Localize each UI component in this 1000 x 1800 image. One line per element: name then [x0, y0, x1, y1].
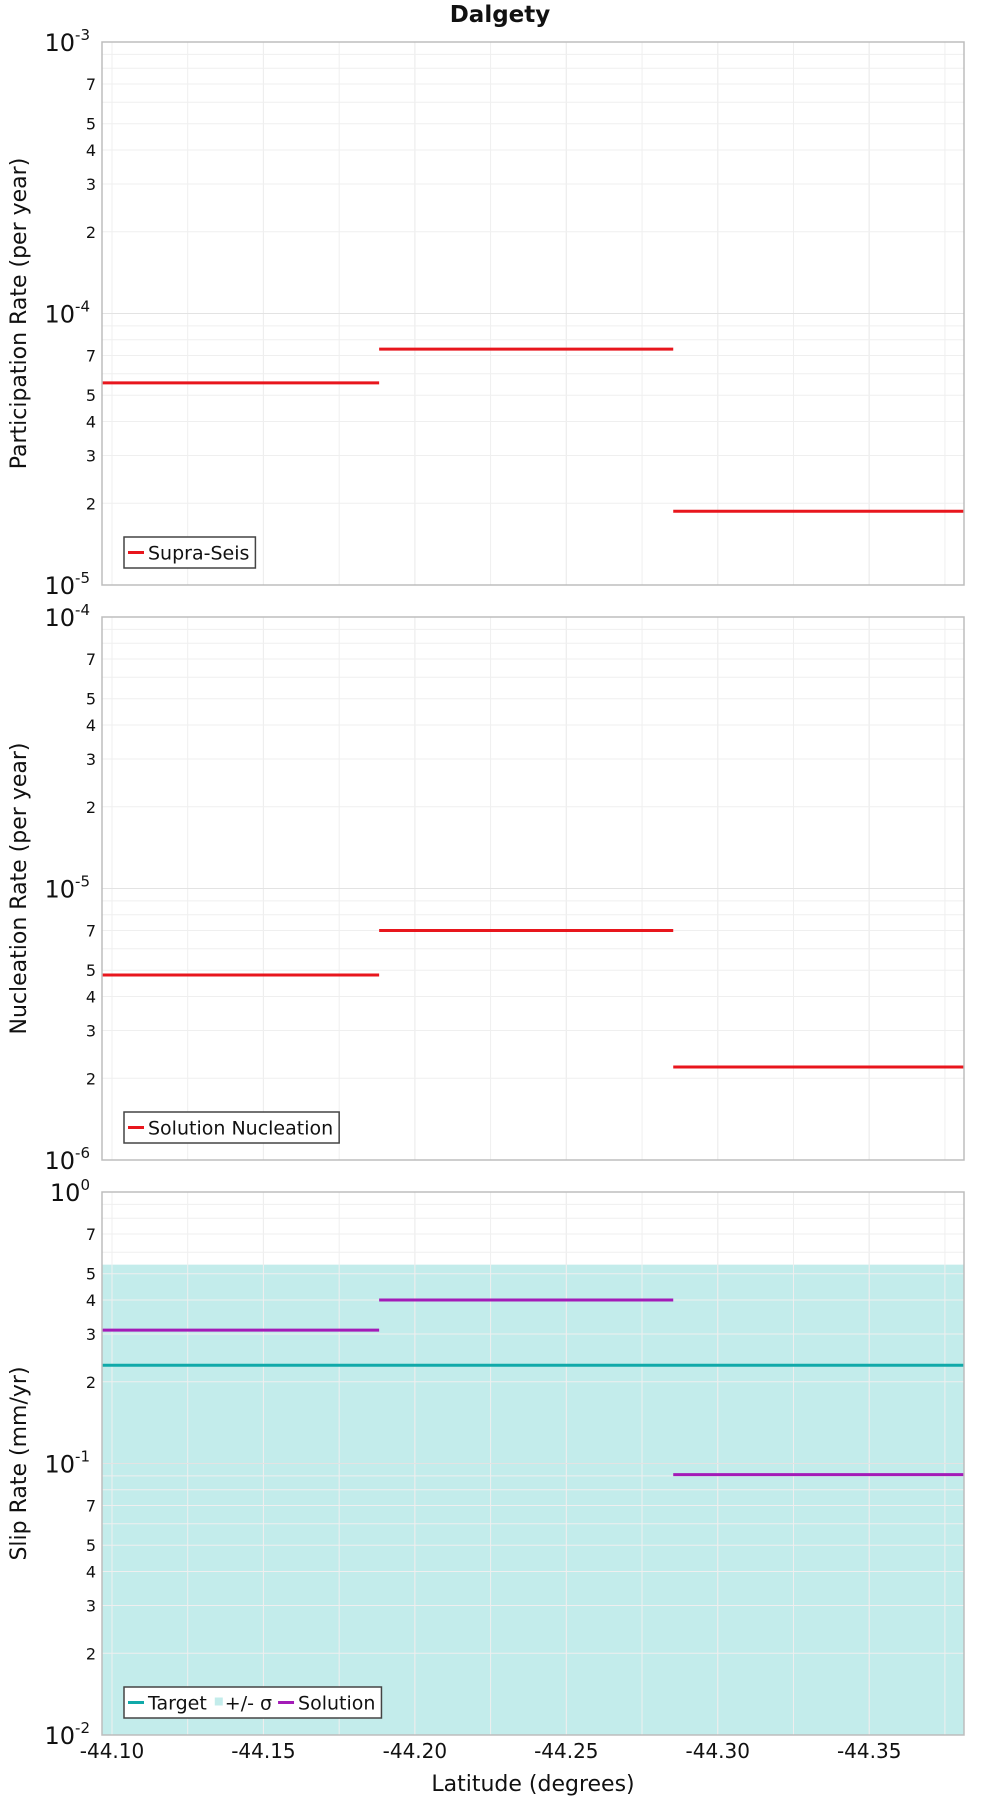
y-minor-tick-label: 3 — [86, 175, 96, 194]
y-minor-tick-label: 2 — [86, 1644, 96, 1663]
sigma-band — [102, 1264, 964, 1735]
x-tick-label: -44.10 — [80, 1739, 144, 1763]
y-minor-tick-label: 2 — [86, 1373, 96, 1392]
y-minor-tick-label: 7 — [86, 75, 96, 94]
y-axis-title: Slip Rate (mm/yr) — [7, 1366, 32, 1560]
legend: Target +/- σ Solution — [123, 1686, 383, 1719]
y-minor-tick-label: 4 — [86, 141, 96, 160]
y-minor-tick-label: 5 — [86, 690, 96, 709]
y-minor-tick-label: 4 — [86, 1563, 96, 1582]
chart-title: Dalgety — [450, 2, 551, 28]
plot-frame — [101, 41, 965, 586]
legend-box — [123, 1686, 383, 1719]
y-minor-tick-label: 5 — [86, 961, 96, 980]
y-minor-tick-label: 3 — [86, 750, 96, 769]
x-tick-label: -44.25 — [534, 1739, 598, 1763]
y-tick-label: 10-5 — [44, 873, 90, 904]
legend-box — [123, 1111, 340, 1144]
legend-swatch-band — [214, 1697, 223, 1706]
legend-label: Target — [147, 1693, 207, 1715]
legend: Supra-Seis — [123, 536, 257, 569]
x-axis-title: Latitude (degrees) — [431, 1772, 634, 1797]
chart-panel-3: 10-2 10-1 100 2 3 4 5 7 2 3 4 5 7 Slip Rate (mm/yr) Ta… — [7, 1176, 965, 1750]
y-minor-tick-label: 7 — [86, 347, 96, 366]
legend-label: +/- σ — [225, 1693, 272, 1715]
y-minor-tick-label: 5 — [86, 115, 96, 134]
y-minor-tick-label: 7 — [86, 922, 96, 941]
x-tick-label: -44.30 — [686, 1739, 750, 1763]
y-minor-tick-label: 4 — [86, 413, 96, 432]
y-minor-tick-label: 7 — [86, 1497, 96, 1516]
y-minor-tick-label: 2 — [86, 1069, 96, 1088]
y-axis-title: Nucleation Rate (per year) — [7, 743, 32, 1035]
x-tick-label: -44.35 — [837, 1739, 901, 1763]
y-tick-label: 10-2 — [44, 1719, 90, 1750]
plot-frame — [101, 1191, 965, 1736]
y-minor-tick-label: 4 — [86, 988, 96, 1007]
y-tick-label: 10-6 — [44, 1144, 90, 1175]
y-minor-tick-label: 7 — [86, 1225, 96, 1244]
y-minor-tick-label: 5 — [86, 386, 96, 405]
y-minor-tick-label: 2 — [86, 494, 96, 513]
y-minor-tick-label: 3 — [86, 1021, 96, 1040]
y-minor-tick-label: 2 — [86, 223, 96, 242]
legend-label: Solution Nucleation — [148, 1118, 333, 1140]
chart-panel-1: 10-5 10-4 10-3 2 3 4 5 7 2 3 4 5 7 Participation Rate… — [7, 26, 965, 600]
y-minor-tick-label: 3 — [86, 446, 96, 465]
x-axis: -44.10 -44.15 -44.20 -44.25 -44.30 -44.35 — [80, 1739, 902, 1763]
y-minor-tick-label: 7 — [86, 650, 96, 669]
y-minor-tick-label: 5 — [86, 1265, 96, 1284]
x-tick-label: -44.20 — [383, 1739, 447, 1763]
y-tick-label: 10-3 — [44, 26, 90, 57]
legend-label: Solution — [298, 1693, 375, 1715]
chart-panel-2: 10-6 10-5 10-4 2 3 4 5 7 2 3 4 5 7 Nucleation Rate (p… — [7, 601, 965, 1175]
y-minor-tick-label: 3 — [86, 1325, 96, 1344]
y-tick-label: 10-5 — [44, 569, 90, 600]
y-tick-label: 10-4 — [44, 298, 90, 329]
y-tick-label: 100 — [50, 1176, 90, 1207]
y-minor-tick-label: 4 — [86, 1291, 96, 1310]
y-axis-title: Participation Rate (per year) — [7, 158, 32, 470]
y-tick-label: 10-1 — [44, 1448, 90, 1479]
legend-label: Supra-Seis — [148, 543, 249, 565]
plot-frame — [101, 616, 965, 1161]
y-minor-tick-label: 5 — [86, 1536, 96, 1555]
y-minor-tick-label: 2 — [86, 798, 96, 817]
y-minor-tick-label: 4 — [86, 716, 96, 735]
legend-box — [123, 536, 257, 569]
legend: Solution Nucleation — [123, 1111, 340, 1144]
y-tick-label: 10-4 — [44, 601, 90, 632]
y-minor-tick-label: 3 — [86, 1596, 96, 1615]
x-tick-label: -44.15 — [231, 1739, 295, 1763]
